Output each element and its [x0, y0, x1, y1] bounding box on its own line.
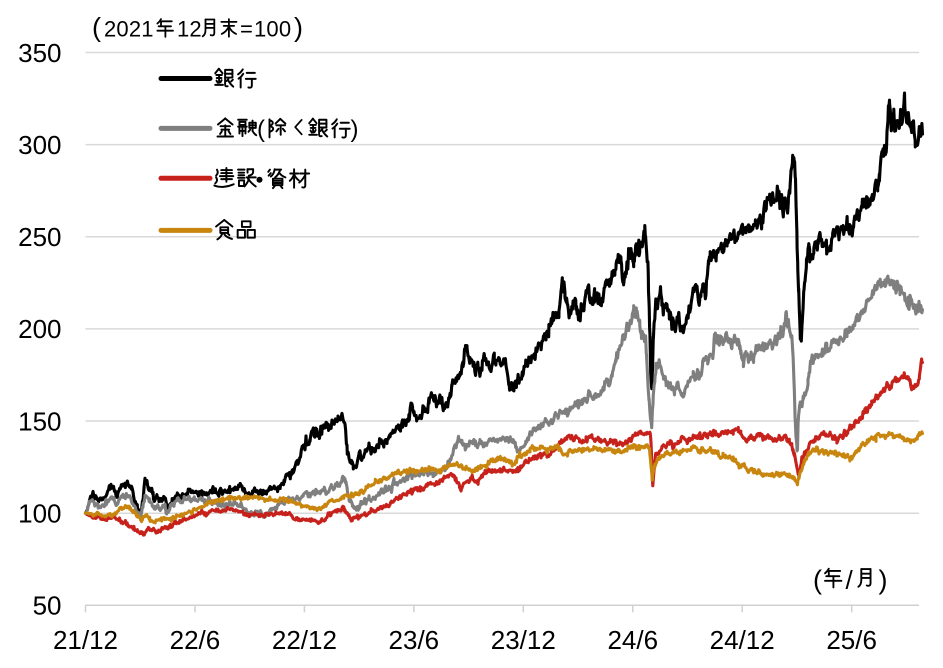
svg-text:23/6: 23/6 [389, 625, 440, 655]
svg-text:24/6: 24/6 [607, 625, 658, 655]
svg-text:(: ( [92, 13, 101, 43]
svg-text:100: 100 [18, 498, 61, 528]
svg-text:50: 50 [33, 591, 62, 621]
svg-text:25/6: 25/6 [826, 625, 877, 655]
svg-text:250: 250 [18, 222, 61, 252]
svg-text:350: 350 [18, 38, 61, 68]
svg-text:200: 200 [18, 314, 61, 344]
svg-text:150: 150 [18, 406, 61, 436]
svg-text:100: 100 [254, 17, 291, 42]
svg-text:23/12: 23/12 [491, 625, 556, 655]
svg-text:): ) [294, 13, 303, 43]
svg-text:12: 12 [177, 17, 202, 42]
svg-text:(: ( [257, 116, 265, 143]
svg-text:/: / [846, 565, 854, 595]
svg-text:24/12: 24/12 [710, 625, 775, 655]
svg-text:22/12: 22/12 [272, 625, 337, 655]
svg-text:(: ( [813, 565, 822, 595]
svg-text:2021: 2021 [104, 17, 154, 42]
svg-text:300: 300 [18, 130, 61, 160]
svg-text:=: = [240, 17, 253, 42]
svg-text:22/6: 22/6 [170, 625, 221, 655]
svg-text:): ) [351, 116, 359, 143]
svg-text:): ) [879, 565, 888, 595]
svg-text:21/12: 21/12 [53, 625, 118, 655]
